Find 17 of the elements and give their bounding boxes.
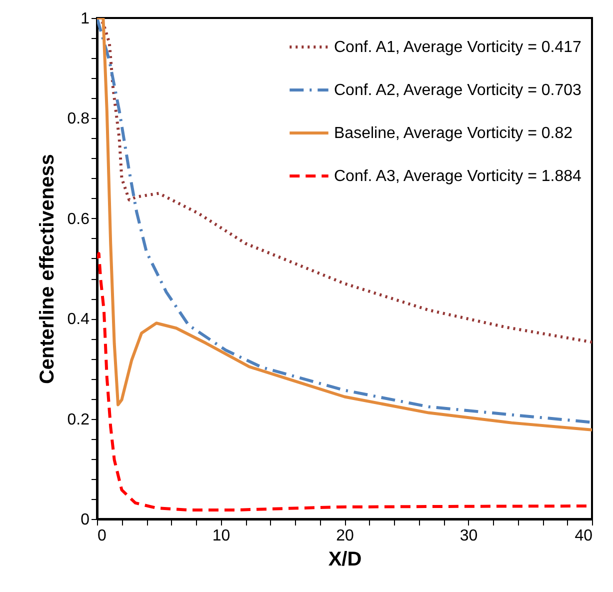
- y-axis-title: Centerline effectiveness: [36, 154, 58, 384]
- y-tick-label: 0.8: [67, 110, 90, 128]
- x-axis-title: X/D: [328, 548, 362, 570]
- y-tick-label: 0.4: [67, 311, 90, 328]
- x-tick-label: 40: [574, 528, 593, 544]
- x-tick-label: 20: [336, 528, 354, 544]
- y-tick-label: 0.2: [67, 411, 90, 428]
- legend-label: Conf. A3, Average Vorticity = 1.884: [334, 168, 582, 185]
- x-tick-label: 30: [460, 528, 478, 544]
- legend-label: Conf. A2, Average Vorticity = 0.703: [334, 82, 582, 99]
- y-tick-label: 0: [80, 512, 90, 528]
- x-tick-label: 10: [212, 528, 230, 544]
- legend-label: Conf. A1, Average Vorticity = 0.417: [334, 39, 582, 56]
- y-tick-label: 0.6: [67, 210, 90, 228]
- x-tick-label: 0: [98, 528, 106, 544]
- legend-label: Baseline, Average Vorticity = 0.82: [334, 125, 573, 142]
- y-tick-label: 1: [80, 10, 90, 28]
